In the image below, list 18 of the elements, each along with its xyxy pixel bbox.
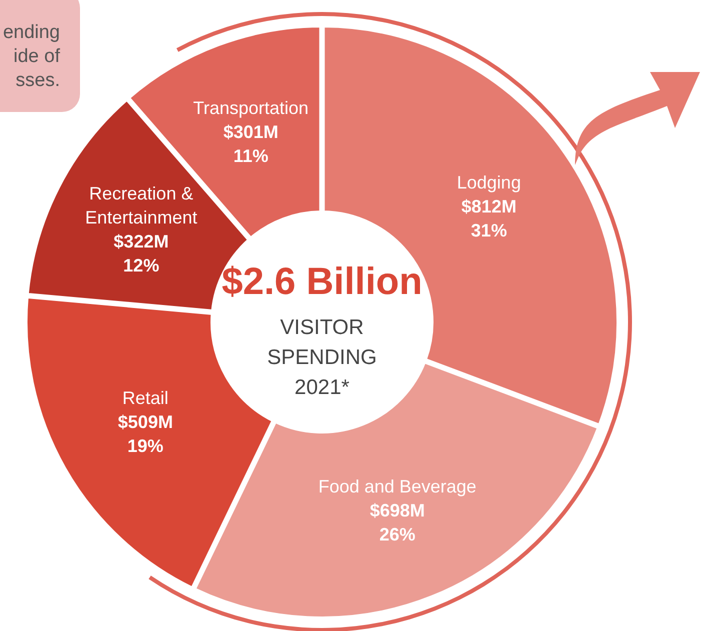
text: 19% bbox=[127, 436, 164, 456]
data-label: $509M bbox=[118, 412, 173, 432]
text: 26% bbox=[379, 524, 416, 544]
text: 12% bbox=[123, 256, 160, 276]
data-label: $322M bbox=[114, 232, 169, 252]
slice-label: Food and Beverage bbox=[318, 476, 476, 496]
data-label: $301M bbox=[223, 122, 278, 142]
text: VISITOR SPENDING 2021* bbox=[267, 316, 377, 399]
slice-label: Lodging bbox=[456, 172, 521, 192]
text: 11% bbox=[233, 146, 268, 166]
slice-label: Recreation & Entertainment bbox=[85, 184, 198, 228]
text: $2.6 Billion bbox=[222, 261, 422, 303]
text: ending ide of sses. bbox=[2, 22, 61, 91]
data-label: $812M bbox=[461, 196, 516, 216]
slice-label: Transportation bbox=[193, 98, 309, 118]
data-label: $698M bbox=[370, 500, 425, 520]
slice-label: Retail bbox=[122, 388, 168, 408]
text: 31% bbox=[470, 220, 507, 240]
